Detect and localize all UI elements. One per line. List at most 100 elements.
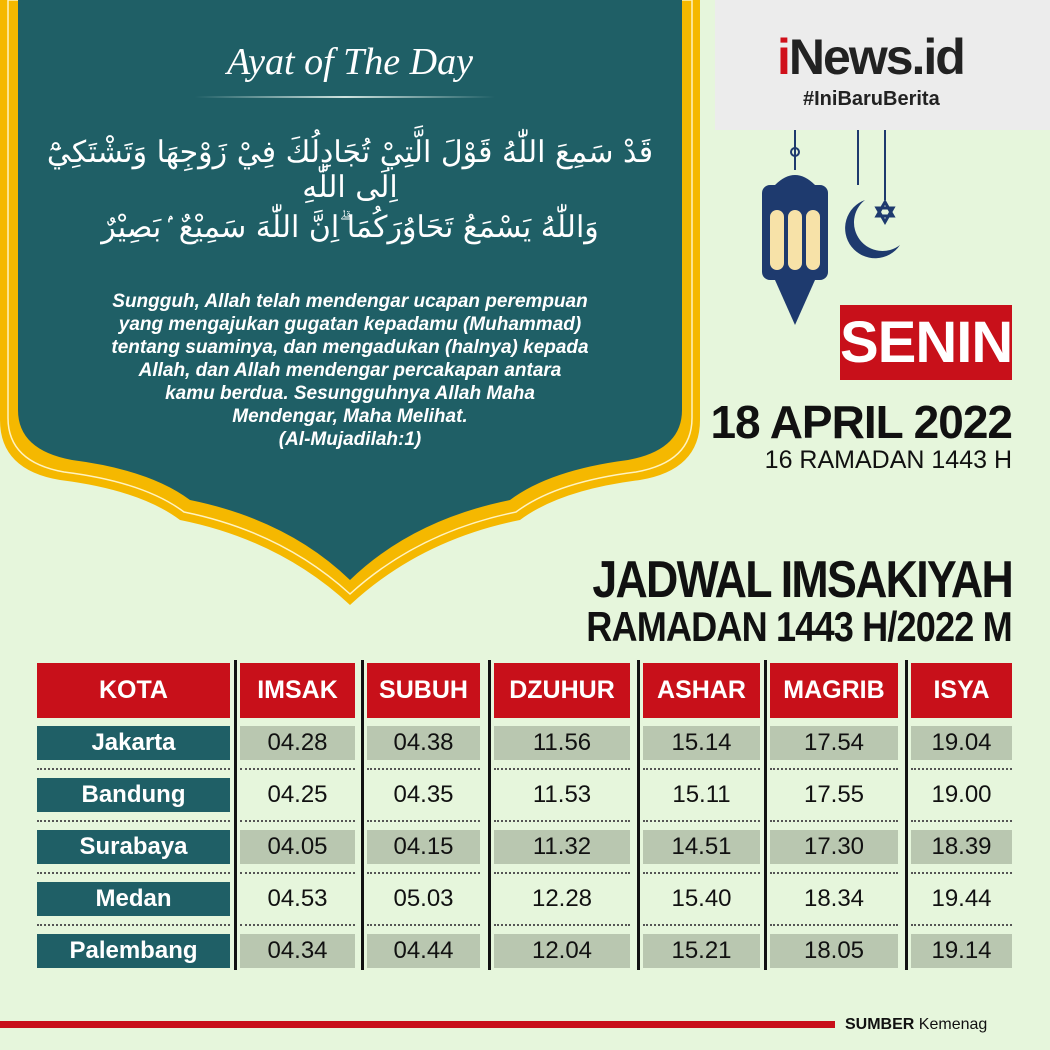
time-cell: 15.14 — [643, 726, 760, 760]
row-divider — [643, 924, 760, 926]
row-divider — [37, 768, 230, 770]
title-divider — [195, 96, 495, 98]
row-divider — [770, 768, 898, 770]
time-cell: 18.05 — [770, 934, 898, 968]
translation-line: yang mengajukan gugatan kepadamu (Muhamm… — [118, 314, 582, 335]
column-header: IMSAK — [240, 663, 355, 718]
row-divider — [911, 872, 1012, 874]
row-divider — [240, 924, 355, 926]
time-cell: 19.14 — [911, 934, 1012, 968]
column-header: DZUHUR — [494, 663, 630, 718]
time-cell: 15.40 — [671, 885, 732, 912]
row-divider — [911, 924, 1012, 926]
translation-line: Allah, dan Allah mendengar percakapan an… — [138, 360, 562, 381]
time-cell: 04.05 — [240, 830, 355, 864]
column-separator — [488, 660, 491, 970]
time-cell: 14.51 — [643, 830, 760, 864]
arabic-verse-line-1: قَدْ سَمِعَ اللّٰهُ قَوْلَ الَّتِيْ تُجَ… — [46, 135, 654, 205]
brand-hashtag: #IniBaruBerita — [803, 88, 940, 110]
translation-line: Sungguh, Allah telah mendengar ucapan pe… — [112, 291, 588, 312]
footer-line — [0, 1021, 835, 1028]
city-name: Palembang — [37, 934, 230, 968]
row-divider — [643, 768, 760, 770]
city-name: Jakarta — [37, 726, 230, 760]
city-name: Surabaya — [37, 830, 230, 864]
time-cell: 19.00 — [931, 781, 992, 808]
time-cell: 04.35 — [393, 781, 454, 808]
row-divider — [37, 872, 230, 874]
translation-line: Mendengar, Maha Melihat. — [232, 406, 468, 427]
source-credit: SUMBER Kemenag — [845, 1016, 988, 1033]
column-header: ISYA — [911, 663, 1012, 718]
row-divider — [911, 768, 1012, 770]
schedule-subtitle: RAMADAN 1443 H/2022 M — [586, 603, 1012, 650]
row-divider — [367, 924, 480, 926]
brand-name: iNews.id — [777, 29, 966, 85]
row-divider — [494, 924, 630, 926]
city-name: Bandung — [37, 778, 230, 812]
time-cell: 17.55 — [803, 781, 865, 808]
hijri-date: 16 RAMADAN 1443 H — [764, 446, 1012, 474]
verse-translation: Sungguh, Allah telah mendengar ucapan pe… — [40, 290, 660, 451]
row-divider — [367, 820, 480, 822]
row-divider — [37, 820, 230, 822]
day-name: SENIN — [840, 305, 1013, 380]
lantern-icon — [762, 130, 900, 325]
time-cell: 12.28 — [531, 885, 593, 912]
column-separator — [764, 660, 767, 970]
row-divider — [494, 872, 630, 874]
time-cell: 18.34 — [803, 885, 865, 912]
row-divider — [643, 872, 760, 874]
time-cell: 18.39 — [911, 830, 1012, 864]
translation-line: tentang suaminya, dan mengadukan (halnya… — [111, 337, 589, 358]
column-separator — [361, 660, 364, 970]
column-header: ASHAR — [643, 663, 760, 718]
ayat-title: Ayat of The Day — [227, 41, 473, 83]
row-divider — [37, 924, 230, 926]
time-cell: 11.56 — [494, 726, 630, 760]
row-divider — [911, 820, 1012, 822]
column-header: KOTA — [37, 663, 230, 718]
time-cell: 19.44 — [931, 885, 992, 912]
time-cell: 04.25 — [267, 781, 328, 808]
inews-logo: iNews.id #IniBaruBerita — [715, 0, 1050, 130]
row-divider — [494, 820, 630, 822]
city-name: Medan — [37, 882, 230, 916]
time-cell: 11.53 — [532, 781, 592, 808]
row-divider — [240, 820, 355, 822]
time-cell: 15.11 — [672, 781, 731, 808]
row-divider — [367, 872, 480, 874]
arabic-verse-line-2: وَاللّٰهُ يَسْمَعُ تَحَاوُرَكُمَا ۗاِنَّ… — [101, 210, 599, 245]
column-separator — [234, 660, 237, 970]
column-header: MAGRIB — [770, 663, 898, 718]
time-cell: 12.04 — [494, 934, 630, 968]
time-cell: 04.38 — [367, 726, 480, 760]
time-cell: 17.30 — [770, 830, 898, 864]
row-divider — [240, 872, 355, 874]
column-header: SUBUH — [367, 663, 480, 718]
time-cell: 04.28 — [240, 726, 355, 760]
time-cell: 04.53 — [267, 885, 328, 912]
row-divider — [494, 768, 630, 770]
row-divider — [770, 872, 898, 874]
row-divider — [770, 820, 898, 822]
gregorian-date: 18 APRIL 2022 — [710, 396, 1013, 448]
time-cell: 11.32 — [494, 830, 630, 864]
time-cell: 19.04 — [911, 726, 1012, 760]
time-cell: 17.54 — [770, 726, 898, 760]
column-separator — [637, 660, 640, 970]
translation-line: kamu berdua. Sesungguhnya Allah Maha — [165, 383, 535, 404]
row-divider — [770, 924, 898, 926]
time-cell: 05.03 — [393, 885, 454, 912]
row-divider — [367, 768, 480, 770]
column-separator — [905, 660, 908, 970]
row-divider — [643, 820, 760, 822]
schedule-title: JADWAL IMSAKIYAH — [592, 551, 1013, 609]
ayat-panel-frame — [0, 0, 700, 605]
time-cell: 04.15 — [367, 830, 480, 864]
time-cell: 15.21 — [643, 934, 760, 968]
time-cell: 04.34 — [240, 934, 355, 968]
row-divider — [240, 768, 355, 770]
verse-reference: (Al-Mujadilah:1) — [278, 429, 422, 450]
time-cell: 04.44 — [367, 934, 480, 968]
